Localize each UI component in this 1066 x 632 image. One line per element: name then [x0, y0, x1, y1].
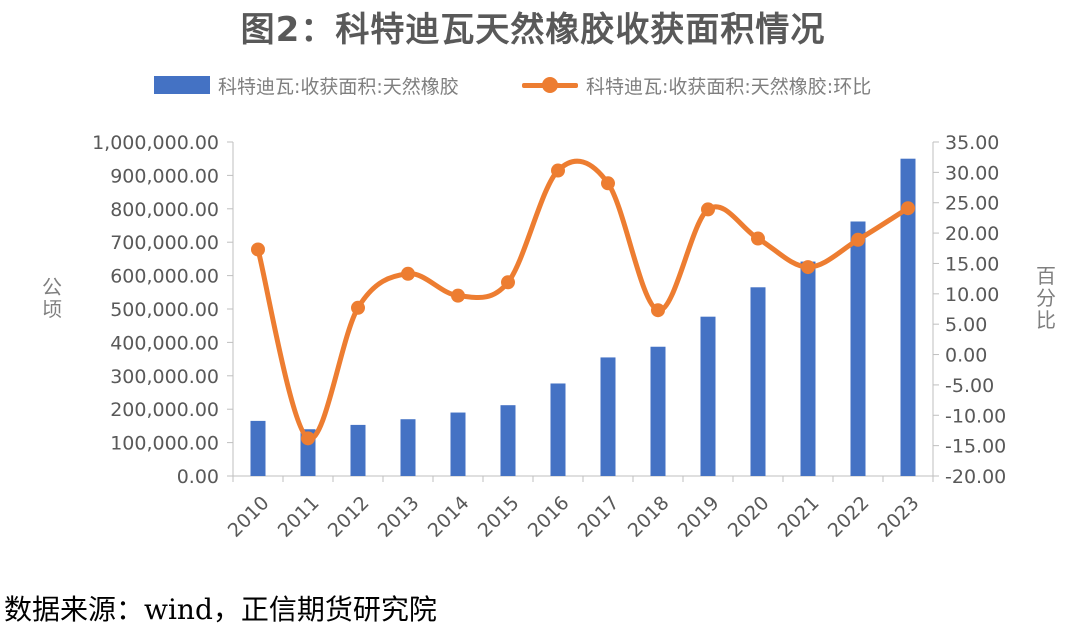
- y-left-tick-label: 1,000,000.00: [92, 132, 219, 154]
- x-tick-label: 2021: [774, 492, 824, 542]
- x-tick-label: 2011: [274, 492, 324, 542]
- x-tick-label: 2014: [424, 492, 474, 542]
- y-left-tick-label: 200,000.00: [110, 399, 219, 421]
- x-tick-label: 2010: [224, 492, 274, 542]
- y-right-tick-label: 25.00: [945, 193, 999, 215]
- y-left-tick-label: 900,000.00: [110, 165, 219, 187]
- bar-2023: [900, 158, 916, 476]
- bar-2013: [400, 419, 416, 476]
- y-right-tick-label: 5.00: [945, 314, 987, 336]
- bar-2012: [350, 424, 366, 476]
- x-tick-label: 2020: [724, 492, 774, 542]
- y-right-tick-label: -5.00: [945, 375, 994, 397]
- x-tick-label: 2019: [674, 492, 724, 542]
- legend-label-line: 科特迪瓦:收获面积:天然橡胶:环比: [586, 75, 872, 98]
- bar-2021: [800, 261, 816, 476]
- y-right-tick-label: 0.00: [945, 345, 987, 367]
- y-left-tick-label: 700,000.00: [110, 232, 219, 254]
- legend-swatch-bar: [154, 76, 210, 94]
- y-left-tick-label: 100,000.00: [110, 433, 219, 455]
- y-left-tick-label: 600,000.00: [110, 266, 219, 288]
- line-point-2020: [751, 231, 765, 246]
- y-right-tick-label: 35.00: [945, 132, 999, 154]
- bar-2019: [700, 316, 716, 476]
- y-right-tick-label: -10.00: [945, 405, 1006, 427]
- line-point-2017: [601, 176, 615, 191]
- line-point-2022: [851, 232, 865, 247]
- bar-2018: [650, 346, 666, 476]
- line-point-2018: [651, 303, 665, 318]
- y-left-tick-label: 0.00: [177, 466, 219, 488]
- y-right-tick-label: 30.00: [945, 162, 999, 184]
- y-right-tick-label: -15.00: [945, 436, 1006, 458]
- bar-2017: [600, 357, 616, 476]
- y-left-tick-label: 300,000.00: [110, 366, 219, 388]
- bar-2016: [550, 383, 566, 476]
- line-point-2015: [501, 275, 515, 290]
- line-point-2016: [551, 163, 565, 178]
- x-tick-label: 2016: [524, 492, 574, 542]
- y-axis-left-title: 公顷: [42, 275, 62, 321]
- bar-2022: [850, 221, 866, 476]
- source-note: 数据来源：wind，正信期货研究院: [4, 593, 437, 626]
- x-tick-label: 2012: [324, 492, 374, 542]
- x-tick-label: 2013: [374, 492, 424, 542]
- y-axis-right-title: 百分比: [1036, 264, 1056, 332]
- x-tick-label: 2018: [624, 492, 674, 542]
- line-point-2014: [451, 288, 465, 303]
- y-right-tick-label: 15.00: [945, 253, 999, 275]
- y-right-tick-label: 20.00: [945, 223, 999, 245]
- line-point-2010: [251, 242, 265, 257]
- y-left-tick-label: 400,000.00: [110, 332, 219, 354]
- x-tick-label: 2022: [824, 492, 874, 542]
- line-point-2013: [401, 266, 415, 281]
- chart-legend: 科特迪瓦:收获面积:天然橡胶 科特迪瓦:收获面积:天然橡胶:环比: [0, 68, 1066, 102]
- y-right-tick-label: 10.00: [945, 284, 999, 306]
- line-point-2019: [701, 202, 715, 217]
- legend-item-line: 科特迪瓦:收获面积:天然橡胶:环比: [522, 68, 871, 102]
- bar-2020: [750, 287, 766, 476]
- legend-swatch-line: [522, 76, 578, 94]
- line-series-path: [255, 158, 911, 442]
- chart-title: 图2：科特迪瓦天然橡胶收获面积情况: [240, 10, 826, 50]
- legend-item-bar: 科特迪瓦:收获面积:天然橡胶: [154, 68, 459, 102]
- y-left-tick-label: 500,000.00: [110, 299, 219, 321]
- x-tick-label: 2015: [474, 492, 524, 542]
- line-point-2012: [351, 300, 365, 315]
- line-point-2011: [301, 431, 315, 446]
- y-right-tick-label: -20.00: [945, 466, 1006, 488]
- bar-2015: [500, 405, 516, 476]
- y-left-tick-label: 800,000.00: [110, 199, 219, 221]
- line-point-2023: [901, 201, 915, 216]
- x-tick-label: 2023: [874, 492, 924, 542]
- chart-plot: 0.00 100,000.00 200,000.00 300,000.00 400,00…: [42, 132, 1056, 542]
- x-tick-label: 2017: [574, 492, 624, 542]
- bar-2014: [450, 412, 466, 476]
- line-point-2021: [801, 260, 815, 275]
- legend-label-bar: 科特迪瓦:收获面积:天然橡胶: [218, 75, 459, 98]
- bar-2010: [250, 420, 266, 476]
